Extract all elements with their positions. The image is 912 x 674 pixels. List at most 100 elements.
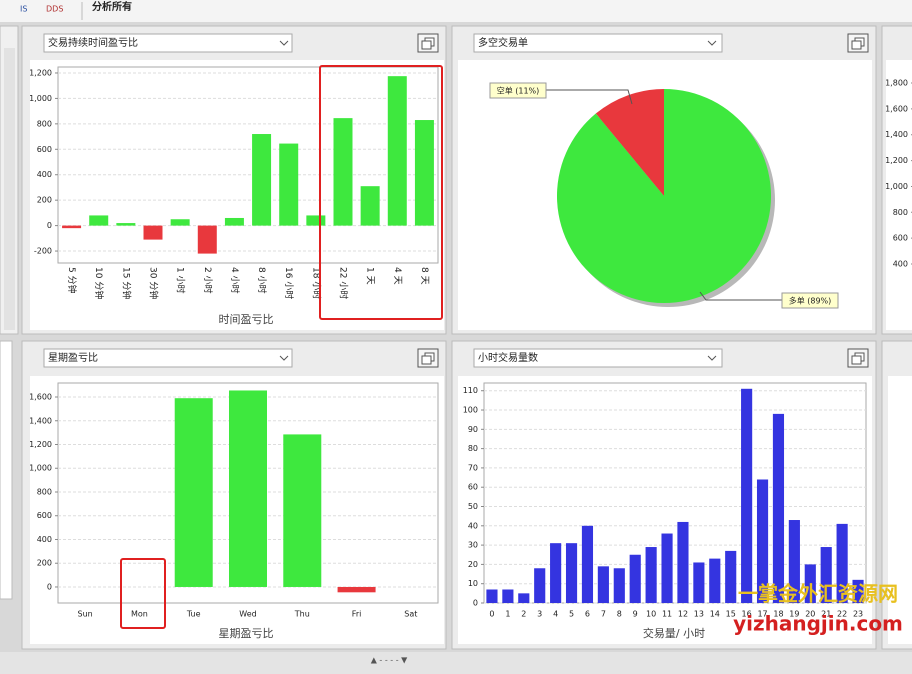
scrollbar[interactable] [4,48,15,330]
y-tick-label: 400 [893,260,908,269]
x-tick-label: Sun [78,610,93,619]
x-tick-label: 9 [633,610,638,619]
dropdown-text[interactable]: 多空交易单 [478,36,528,49]
y-tick-label: 80 [468,444,478,453]
y-tick-label: 400 [37,535,52,544]
bar [788,520,800,603]
x-tick-label: 1 小时 [175,267,187,294]
x-tick-label: 8 天 [419,267,429,285]
x-tick-label: 23 [853,610,863,619]
bar [414,120,434,226]
dropdown-text[interactable]: 交易持续时间盈亏比 [48,36,138,49]
bar [252,134,272,226]
data-label: 空单 (11%) [497,86,540,96]
x-axis-label: 交易量/ 小时 [643,626,705,640]
dropdown-text[interactable]: 小时交易量数 [478,351,538,364]
y-tick-label: 1,400 [29,416,52,425]
x-tick-label: 13 [694,610,704,619]
toolbar-title[interactable]: 分析所有 [92,0,132,13]
bar [486,589,498,603]
x-tick-label: 8 [617,610,622,619]
x-tick-label: 16 小时 [283,267,295,299]
toolbar-icon[interactable]: IS [20,5,27,14]
y-tick-label: 60 [468,483,478,492]
y-tick-label: 600 [37,145,52,154]
leader-line [699,291,782,301]
y-tick-label: 1,600 [885,104,908,113]
bar [174,398,213,587]
x-tick-label: 4 天 [392,267,402,285]
x-tick-label: 10 分钟 [93,267,105,299]
x-tick-label: Wed [239,610,256,619]
bar [229,390,267,587]
plot-area [483,382,867,604]
x-tick-label: 8 小时 [256,267,268,294]
x-tick-label: 4 [553,610,558,619]
x-tick-label: Tue [186,610,201,619]
y-tick-label: 1,000 [29,464,52,473]
bar [333,118,353,226]
highlight-box [120,558,166,629]
dropdown[interactable]: 小时交易量数 [473,348,723,368]
bar [756,479,769,603]
bar [89,215,109,226]
maximize-button[interactable] [417,33,439,53]
x-tick-label: 1 [505,610,510,619]
maximize-button[interactable] [417,348,439,368]
dropdown-text[interactable]: 星期盈亏比 [48,352,98,364]
x-tick-label: Sat [404,610,417,619]
pie-slice [557,89,772,303]
x-tick-label: 3 [537,610,542,619]
y-tick-label: 0 [47,221,52,230]
bar [337,586,376,593]
watermark: yizhangjin.com [733,612,903,636]
x-tick-label: 19 [789,610,799,619]
dropdown[interactable]: 交易持续时间盈亏比 [43,33,293,53]
y-tick-label: 200 [37,196,52,205]
x-tick-label: 5 分钟 [66,267,78,294]
x-tick-label: 2 小时 [202,267,214,294]
watermark: 一掌金外汇资源网 [738,582,898,606]
label-box [781,292,839,309]
x-tick-label: 22 小时 [338,267,350,299]
bar [170,219,190,226]
maximize-button[interactable] [847,348,869,368]
x-tick-label: Thu [294,610,310,619]
bar [143,225,163,240]
y-tick-label: 1,800 [885,79,908,88]
y-tick-label: 70 [468,463,478,472]
y-tick-label: 0 [473,599,478,608]
toolbar-icon[interactable]: DDS [46,5,63,14]
y-tick-label: 1,600 [29,393,52,402]
bar [613,568,625,603]
label-box [489,82,547,99]
bar [116,223,136,226]
dropdown[interactable]: 星期盈亏比 [43,348,293,368]
bar [741,388,753,603]
splitter[interactable]: ▲ - - - - ▼ [371,656,408,665]
y-tick-label: 1,200 [29,440,52,449]
y-tick-label: 200 [37,559,52,568]
y-tick-label: 1,000 [29,94,52,103]
bar [852,579,864,603]
bar [502,589,514,603]
y-tick-label: 50 [468,502,478,511]
x-tick-label: Mon [131,610,148,619]
dropdown[interactable]: 多空交易单 [473,33,723,53]
pie-slice [595,89,664,196]
bar [645,547,657,603]
chart-area [886,60,912,330]
x-tick-label: 15 [726,610,736,619]
x-tick-label: 6 [585,610,590,619]
y-tick-label: 0 [47,582,52,591]
y-tick-label: 1,400 [885,130,908,139]
y-tick-label: 400 [37,170,52,179]
y-tick-label: 1,000 [885,182,908,191]
bar [661,533,673,603]
maximize-button[interactable] [847,33,869,53]
y-tick-label: 10 [468,579,478,588]
x-tick-label: 4 小时 [229,267,241,294]
bar [197,225,217,254]
plot-area [57,66,439,264]
